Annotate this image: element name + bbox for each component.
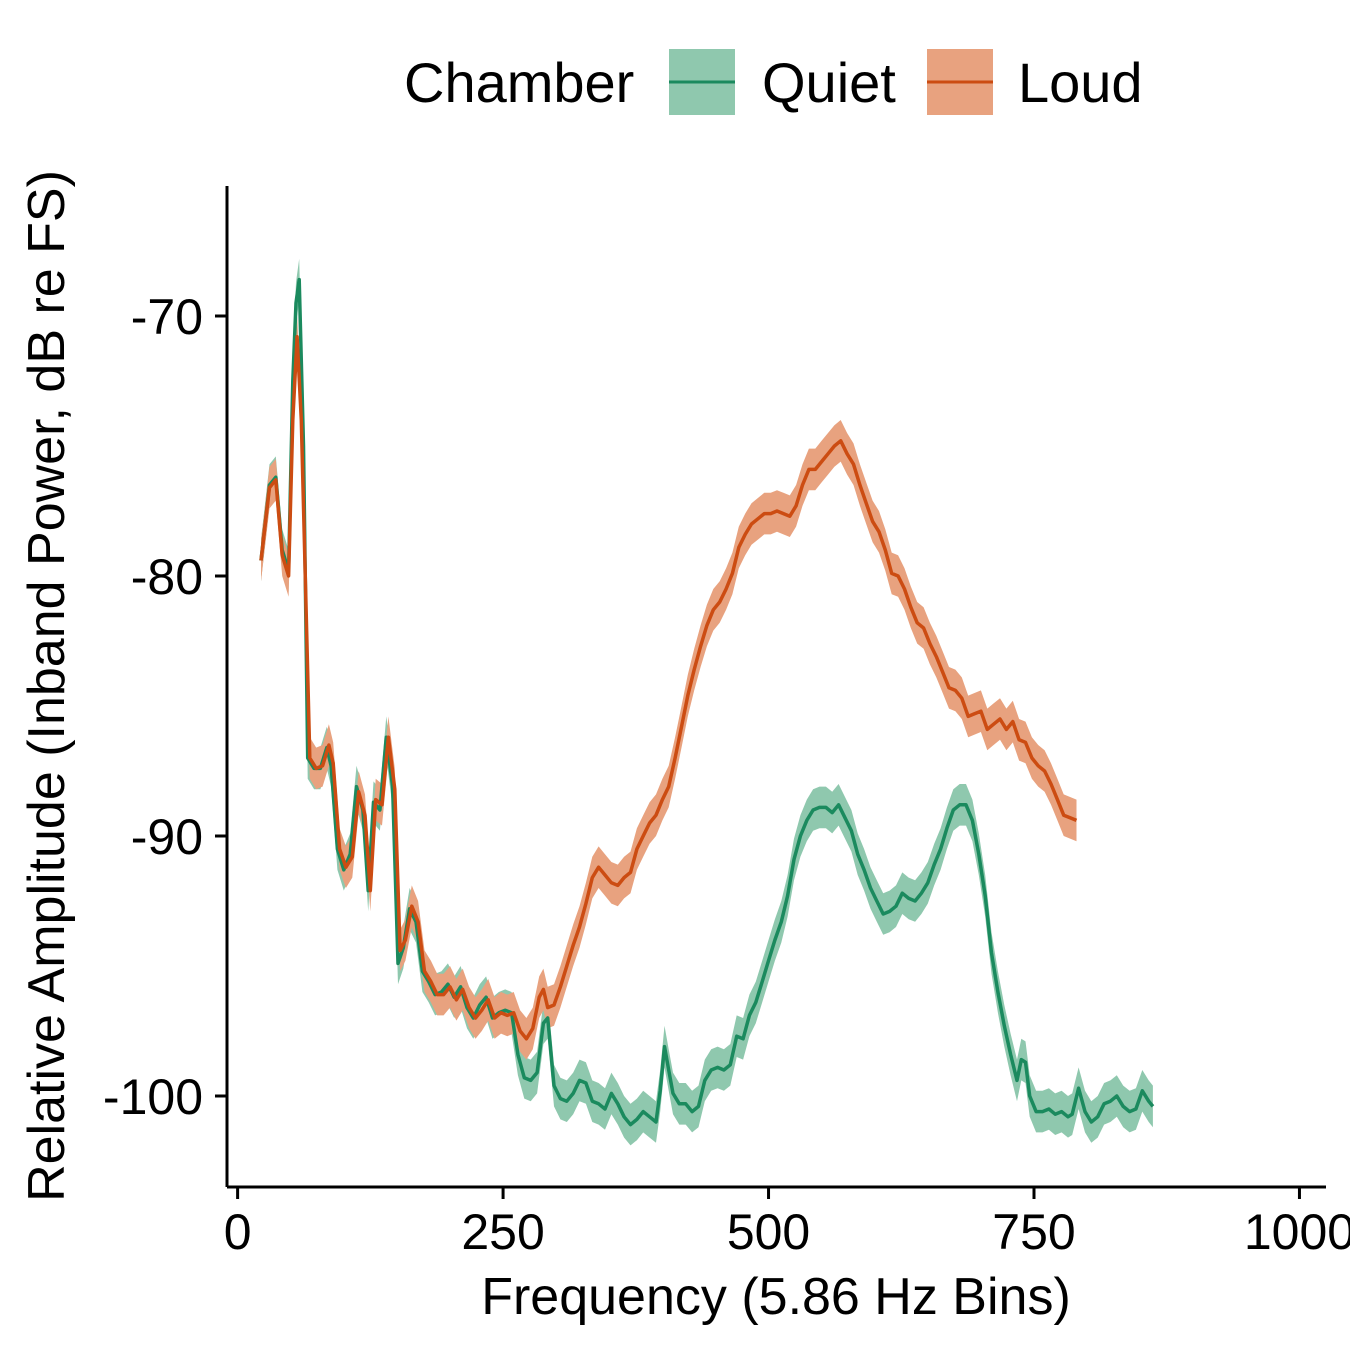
x-tick-label: 250 (461, 1204, 544, 1260)
y-axis-title: Relative Amplitude (Inband Power, dB re … (18, 170, 76, 1202)
confidence-band-loud (261, 316, 1077, 1060)
legend-title: Chamber (404, 51, 634, 114)
x-tick-label: 1000 (1244, 1204, 1350, 1260)
legend-label-quiet: Quiet (762, 51, 896, 114)
y-tick-label: -80 (131, 549, 203, 605)
ticks-layer: 0 250 500 750 1000 -70 -80 -90 -100 (103, 289, 1350, 1260)
y-tick-label: -70 (131, 289, 203, 345)
x-axis-title: Frequency (5.86 Hz Bins) (481, 1268, 1071, 1326)
legend-label-loud: Loud (1018, 51, 1143, 114)
x-tick-label: 750 (992, 1204, 1075, 1260)
series-line-loud (259, 335, 1078, 1041)
y-tick-label: -100 (103, 1069, 203, 1125)
series-line-quiet (259, 277, 1155, 1127)
y-tick-label: -90 (131, 809, 203, 865)
x-tick-label: 500 (727, 1204, 810, 1260)
legend: Chamber Quiet Loud (404, 49, 1143, 115)
x-tick-label: 0 (224, 1204, 252, 1260)
confidence-band-quiet (261, 258, 1153, 1146)
plot-layer (259, 258, 1155, 1146)
